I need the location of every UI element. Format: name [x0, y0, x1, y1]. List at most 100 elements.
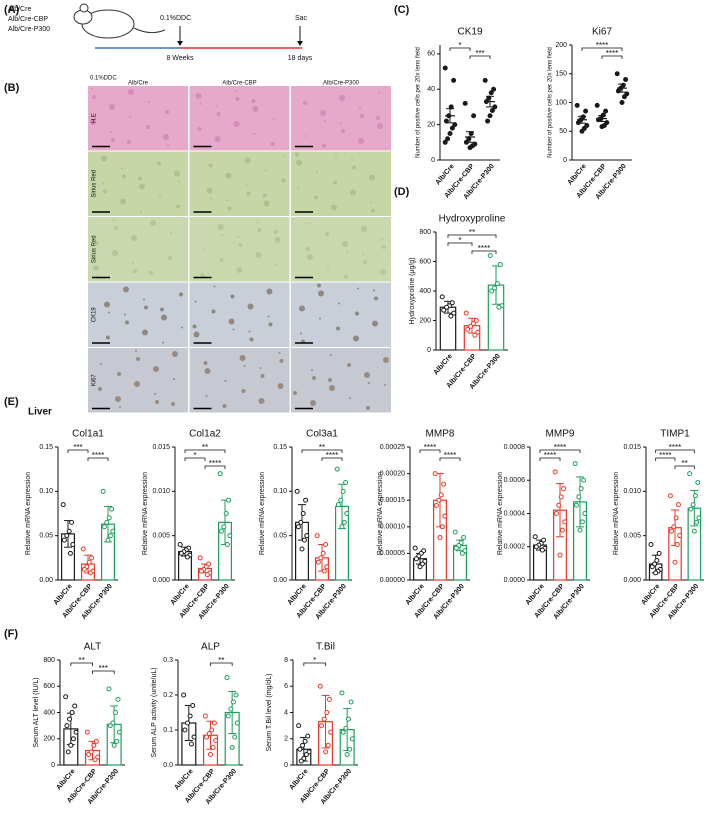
data-point — [324, 564, 330, 570]
data-point — [107, 723, 113, 729]
tissue-texture — [241, 389, 246, 393]
data-point — [673, 515, 679, 521]
tissue-texture — [263, 200, 270, 207]
tissue-texture — [317, 283, 321, 288]
data-point — [595, 117, 601, 123]
y-tick-label: 0.2 — [163, 692, 173, 699]
tissue-texture — [202, 249, 205, 251]
panel-label: (B) — [4, 82, 20, 94]
tissue-texture — [228, 318, 235, 325]
tissue-texture — [366, 406, 370, 410]
data-point — [439, 294, 445, 300]
data-point — [441, 481, 447, 487]
data-point — [340, 729, 346, 735]
tissue-texture — [239, 355, 246, 361]
data-point — [437, 534, 443, 540]
significance-bracket — [301, 449, 343, 453]
y-axis-label: Relative mRNA expression — [377, 472, 384, 555]
tissue-texture — [275, 264, 278, 266]
data-point — [436, 497, 442, 503]
y-tick-label: 0.10 — [273, 488, 287, 495]
tissue-texture — [125, 320, 129, 325]
data-point — [323, 749, 328, 755]
tissue-texture — [277, 383, 284, 389]
data-point — [299, 546, 305, 552]
panel-label: (E) — [4, 396, 19, 408]
data-point — [112, 710, 118, 715]
data-point — [224, 542, 230, 548]
tissue-texture — [226, 199, 229, 202]
tissue-texture — [316, 171, 318, 174]
histology-image — [88, 282, 188, 347]
significance-bracket — [70, 662, 93, 666]
row-label: Ki67 — [92, 374, 98, 387]
data-point — [432, 471, 438, 477]
tissue-texture — [267, 315, 270, 318]
data-point — [224, 675, 230, 680]
histology-image — [291, 348, 391, 413]
histology-image — [189, 86, 290, 151]
data-point — [218, 528, 224, 534]
tissue-texture — [150, 220, 156, 226]
data-point — [494, 281, 500, 287]
y-axis-label: Relative mRNA expression — [259, 472, 266, 555]
tissue-texture — [308, 223, 310, 225]
data-point — [93, 738, 99, 744]
significance-bracket — [184, 457, 206, 461]
y-tick-label: 0.0 — [163, 762, 173, 769]
data-point — [232, 734, 238, 740]
data-point — [688, 506, 694, 512]
tissue-texture — [120, 198, 126, 205]
data-point — [653, 570, 659, 576]
data-point — [695, 479, 701, 485]
tissue-texture — [324, 120, 326, 122]
y-tick-label: 0.0000 — [504, 577, 526, 584]
data-point — [343, 479, 349, 485]
data-point — [67, 550, 73, 556]
y-tick-label: 0.15 — [273, 444, 287, 451]
data-point — [204, 572, 210, 578]
data-point — [64, 723, 70, 729]
y-tick-label: 0.015 — [623, 444, 641, 451]
data-point — [86, 559, 92, 565]
tissue-texture — [382, 245, 386, 249]
tissue-texture — [319, 317, 321, 320]
tissue-texture — [364, 372, 370, 378]
tissue-texture — [127, 140, 131, 144]
tissue-texture — [296, 159, 302, 166]
chart-title: ALP — [201, 642, 220, 653]
y-tick-label: 100 — [555, 99, 567, 106]
data-point — [687, 471, 693, 477]
tissue-texture — [233, 121, 240, 127]
data-point — [72, 703, 78, 709]
data-point — [315, 559, 321, 565]
y-tick-label: 0.00010 — [380, 524, 405, 531]
tissue-texture — [149, 271, 153, 275]
tissue-texture — [311, 369, 313, 371]
tissue-texture — [200, 273, 205, 277]
data-point — [187, 713, 193, 719]
histology-condition: 0.1%DDC — [90, 76, 117, 82]
data-point — [674, 542, 680, 548]
tissue-texture — [305, 135, 307, 137]
tissue-texture — [256, 221, 259, 223]
data-point — [443, 118, 449, 124]
data-point — [453, 545, 459, 551]
y-tick-label: 50 — [559, 128, 567, 135]
data-point — [623, 77, 629, 82]
data-point — [470, 320, 476, 326]
tissue-texture — [208, 163, 213, 168]
data-point — [619, 100, 625, 105]
tissue-texture — [104, 301, 110, 308]
data-point — [579, 128, 585, 134]
tissue-texture — [217, 224, 224, 230]
tissue-texture — [357, 287, 359, 290]
y-tick-label: 400 — [419, 288, 431, 295]
significance-bracket — [92, 670, 115, 674]
data-point — [340, 488, 346, 494]
data-point — [463, 139, 469, 145]
y-tick-label: 4 — [284, 709, 288, 716]
tissue-texture — [274, 237, 281, 243]
data-point — [485, 118, 491, 124]
tissue-texture — [133, 269, 137, 273]
